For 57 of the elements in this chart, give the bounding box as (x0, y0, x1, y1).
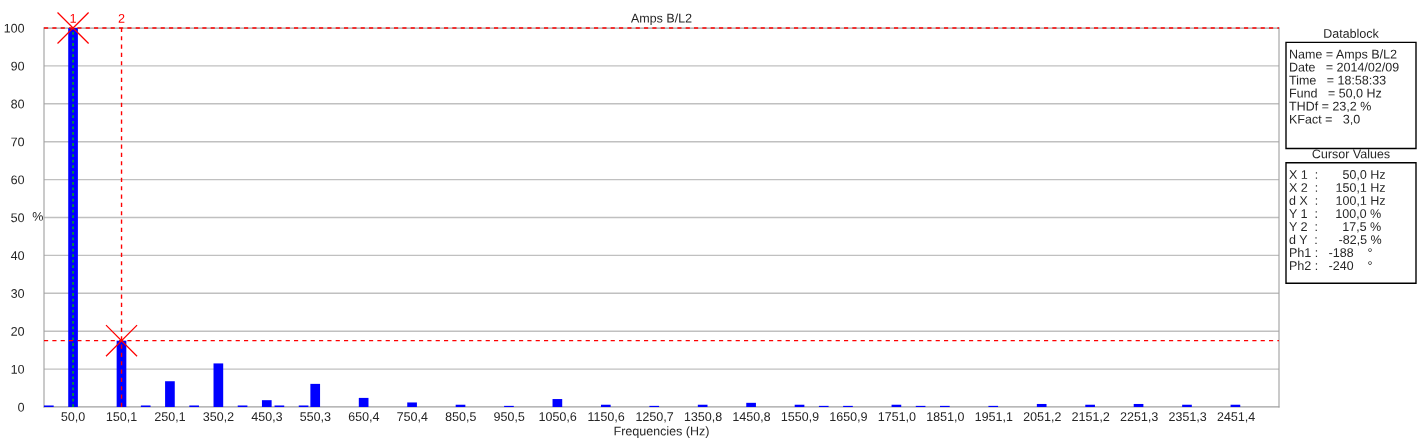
x-tick-label: 1050,6 (539, 412, 577, 423)
x-tick-label: 2351,3 (1169, 412, 1207, 423)
x-tick-label: 2451,4 (1217, 412, 1255, 423)
x-tick-label: 1350,8 (684, 412, 722, 423)
x-tick-label: 1650,9 (830, 412, 867, 423)
y-tick-label: 80 (11, 99, 25, 109)
bar (1036, 403, 1047, 407)
x-tick-label: 750,4 (397, 412, 428, 423)
bar (213, 363, 224, 407)
x-tick-label: 50,0 (61, 412, 85, 423)
x-tick-label: 1751,0 (878, 412, 916, 423)
bar (261, 400, 272, 407)
bar (552, 399, 563, 407)
y-tick-label: 10 (11, 364, 25, 374)
annotation: 2 (118, 13, 125, 23)
y-tick-label: 100 (4, 23, 25, 33)
x-tick-label: 1951,1 (975, 412, 1013, 423)
x-tick-label: 1450,8 (733, 412, 771, 423)
x-tick-label: 1250,7 (636, 412, 674, 423)
y-tick-label: 50 (11, 213, 25, 223)
y-tick-label: 0 (18, 402, 25, 412)
x-tick-label: 450,3 (251, 412, 283, 423)
x-tick-label: 250,1 (154, 412, 185, 423)
text: Cursor Values X 1 : 50,0 Hz X 2 : 150,1 Hz d X : 100,1 Hz Y 1 : 100,0 % Y 2 : 17,5 % d Y : -82,5 % Ph1 : -188 ° Ph2 : -240 ° (1289, 149, 1390, 271)
x-tick-label: 2051,2 (1023, 412, 1061, 423)
x-tick-label: 150,1 (106, 412, 137, 423)
annotation: 1 (70, 14, 76, 23)
x-tick-label: 1150,6 (588, 412, 625, 423)
y-axis-title: % (32, 212, 43, 221)
text: Datablock Name = Amps B/L2 Date = 2014/02/09 Time = 18:58:33 Fund = 50,0 Hz THDf = 23,2 % KFact = 3,0 (1289, 28, 1399, 126)
x-tick-label: 1550,9 (781, 412, 819, 423)
x-tick-label: 950,5 (494, 412, 525, 423)
bar (1133, 403, 1144, 407)
y-tick-label: 60 (11, 175, 25, 185)
y-tick-label: 30 (11, 289, 25, 298)
x-tick-label: 1851,0 (927, 412, 964, 423)
bar (697, 404, 708, 407)
x-tick-label: 850,5 (445, 412, 476, 423)
x-tick-label: 2251,3 (1120, 412, 1158, 423)
bar (600, 404, 611, 407)
bar (1182, 404, 1192, 407)
x-tick-label: 550,3 (300, 412, 331, 423)
y-tick-label: 20 (11, 327, 25, 336)
bar (165, 381, 175, 407)
bar (407, 402, 417, 407)
y-tick-label: 40 (10, 251, 25, 261)
chart-title: Amps B/L2 (630, 13, 692, 26)
x-axis-title: Frequencies (Hz) (614, 426, 709, 438)
bar (310, 383, 321, 407)
x-tick-label: 2151,2 (1072, 412, 1110, 423)
x-tick-label: 350,2 (203, 412, 234, 423)
x-tick-label: 650,4 (348, 412, 380, 423)
y-tick-label: 90 (11, 61, 25, 71)
y-tick-label: 70 (11, 137, 25, 147)
bar (358, 397, 369, 407)
bar (1085, 404, 1095, 407)
bar (746, 402, 756, 407)
